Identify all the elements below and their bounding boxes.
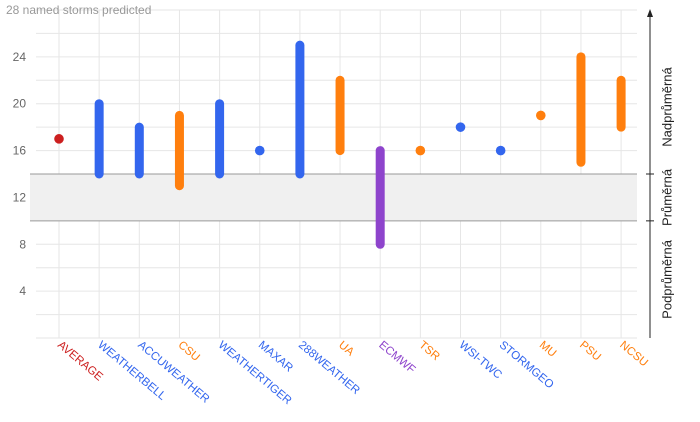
category-label: TSR (416, 339, 441, 363)
right-axis-arrow-icon (647, 9, 653, 17)
point-average (54, 134, 64, 144)
category-label: MU (537, 339, 558, 360)
chart-note: 28 named storms predicted (6, 3, 151, 17)
point-mu (536, 110, 546, 121)
category-label: UA (336, 339, 356, 359)
category-label: NCSU (617, 339, 650, 369)
y-tick-label: 20 (13, 97, 27, 111)
y-tick-label: 12 (13, 190, 27, 204)
category-label: ACCUWEATHER (135, 339, 211, 406)
category-label: MAXAR (256, 339, 295, 374)
point-stormgeo (495, 145, 506, 156)
category-label: CSU (176, 339, 202, 364)
average-band (30, 173, 637, 222)
data-marks (54, 40, 626, 249)
average-band-fill (30, 174, 637, 221)
band-label: Nadprůměrná (659, 66, 674, 146)
y-tick-label: 24 (13, 50, 27, 64)
y-tick-label: 4 (19, 284, 26, 298)
category-label: PSU (577, 339, 603, 363)
y-tick-label: 8 (19, 237, 26, 251)
band-label: Průměrná (659, 168, 674, 226)
point-maxar (254, 145, 265, 156)
category-label: WEATHERBELL (95, 339, 168, 403)
band-label: Podprůměrná (659, 239, 674, 319)
y-tick-label: 16 (13, 144, 27, 158)
point-tsr (415, 145, 426, 156)
category-label: WSI-TWC (457, 339, 504, 381)
point-wsi-twc (455, 122, 466, 132)
category-label: ECMWF (376, 339, 417, 376)
category-label: WEATHERTIGER (216, 339, 294, 407)
